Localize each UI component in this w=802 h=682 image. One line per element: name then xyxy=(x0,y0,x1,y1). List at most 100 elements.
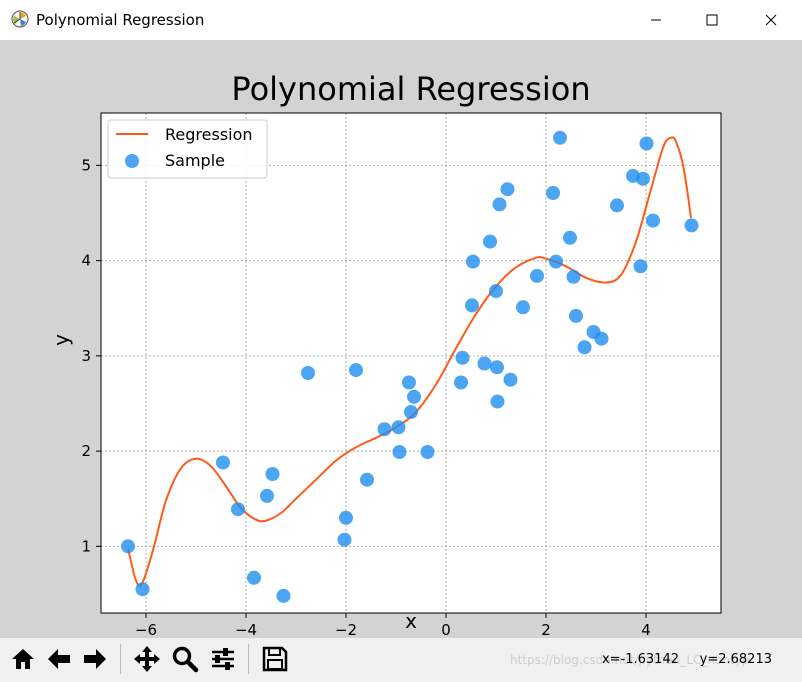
sample-point xyxy=(339,510,353,525)
sample-point xyxy=(407,389,421,404)
sample-point xyxy=(639,136,654,151)
sample-point xyxy=(633,259,648,274)
close-button[interactable] xyxy=(748,0,794,40)
sample-point xyxy=(121,539,135,554)
figure-canvas[interactable]: Polynomial Regression −6 −4 −2 0 2 4 1 2 3 4 5 x y… xyxy=(0,40,802,638)
sample-point xyxy=(420,445,435,459)
legend: Regression Sample xyxy=(107,119,268,179)
sample-layer xyxy=(121,130,699,603)
pan-button[interactable] xyxy=(130,642,164,676)
matplotlib-icon xyxy=(11,10,29,28)
sample-point xyxy=(265,467,280,481)
sample-point xyxy=(477,356,492,371)
sample-point xyxy=(231,502,245,517)
sample-point xyxy=(646,213,660,228)
y-tick-label: 2 xyxy=(81,442,91,460)
sample-point xyxy=(455,350,470,365)
x-tick-label: 4 xyxy=(641,621,651,638)
sample-point xyxy=(337,532,352,547)
x-tick-label: 2 xyxy=(541,621,551,638)
axis-ticks: −6 −4 −2 0 2 4 1 2 3 4 5 xyxy=(81,156,650,638)
sample-point xyxy=(392,445,407,459)
y-axis-label: y xyxy=(49,334,73,346)
sample-point xyxy=(490,360,504,375)
sample-point xyxy=(301,366,315,380)
toolbar-separator xyxy=(248,644,249,674)
sample-point xyxy=(516,300,530,315)
x-tick-label: −6 xyxy=(135,621,157,638)
sample-point xyxy=(135,582,150,597)
home-button[interactable] xyxy=(6,642,40,676)
sample-point xyxy=(569,308,583,323)
x-tick-label: −4 xyxy=(235,621,257,638)
sample-point xyxy=(466,254,480,269)
sample-point xyxy=(276,588,291,603)
close-icon xyxy=(765,14,777,26)
maximize-icon xyxy=(706,14,718,26)
chart-svg: Polynomial Regression −6 −4 −2 0 2 4 1 2 3 4 5 x y… xyxy=(49,70,722,638)
x-tick-label: 0 xyxy=(441,621,451,638)
pan-icon xyxy=(134,646,160,672)
sample-point xyxy=(500,182,515,197)
sample-point xyxy=(610,198,624,213)
sample-point xyxy=(546,186,560,200)
forward-icon xyxy=(84,649,106,669)
back-icon xyxy=(48,649,70,669)
sample-point xyxy=(489,284,503,299)
plot-area xyxy=(101,113,721,613)
sample-point xyxy=(465,298,479,313)
sample-point xyxy=(360,472,374,487)
sample-point xyxy=(402,375,416,390)
legend-regression-label: Regression xyxy=(165,125,253,144)
maximize-button[interactable] xyxy=(689,0,735,40)
zoom-icon xyxy=(172,646,199,673)
x-tick-label: −2 xyxy=(335,621,357,638)
sample-point xyxy=(549,254,563,269)
window-titlebar: Polynomial Regression xyxy=(0,0,802,40)
sample-point xyxy=(563,230,577,245)
x-axis-label: x xyxy=(405,609,417,633)
regression-layer xyxy=(127,136,692,587)
window-title: Polynomial Regression xyxy=(36,11,205,29)
y-tick-label: 3 xyxy=(81,347,91,365)
sample-point xyxy=(566,269,581,284)
sample-point xyxy=(377,422,392,437)
sample-point xyxy=(594,331,609,346)
sample-point xyxy=(454,375,468,390)
legend-sample-swatch xyxy=(125,154,139,168)
grid xyxy=(101,113,721,613)
watermark-text: https://blog.csdn.net/python_LC_nohtyp xyxy=(510,653,750,667)
sample-point xyxy=(553,130,567,145)
navigation-toolbar: https://blog.csdn.net/python_LC_nohtyp x… xyxy=(0,638,802,682)
sample-point xyxy=(260,488,274,503)
y-tick-label: 1 xyxy=(81,537,91,555)
sample-point xyxy=(490,394,505,409)
back-button[interactable] xyxy=(42,642,76,676)
legend-sample-label: Sample xyxy=(165,151,225,170)
sample-point xyxy=(530,268,544,283)
sample-point xyxy=(577,340,592,355)
regression-line xyxy=(127,136,692,587)
chart-title: Polynomial Regression xyxy=(231,70,590,108)
save-button[interactable] xyxy=(258,642,292,676)
y-tick-label: 4 xyxy=(81,252,91,270)
sample-point xyxy=(492,197,507,212)
sample-point xyxy=(404,405,418,419)
sample-point xyxy=(636,171,650,186)
toolbar-separator xyxy=(120,644,121,674)
sample-point xyxy=(349,363,363,378)
home-icon xyxy=(12,649,34,669)
sample-point xyxy=(503,372,518,387)
save-icon xyxy=(262,646,288,672)
minimize-icon xyxy=(651,19,661,21)
configure-subplots-button[interactable] xyxy=(206,642,240,676)
forward-button[interactable] xyxy=(78,642,112,676)
y-tick-label: 5 xyxy=(81,156,91,174)
minimize-button[interactable] xyxy=(633,0,679,40)
sample-point xyxy=(247,570,261,585)
cursor-coordinates: x=-1.63142 y=2.68213 xyxy=(601,652,772,667)
zoom-button[interactable] xyxy=(168,642,202,676)
sample-point xyxy=(391,420,406,435)
sample-point xyxy=(483,234,497,249)
sample-point xyxy=(684,218,699,233)
